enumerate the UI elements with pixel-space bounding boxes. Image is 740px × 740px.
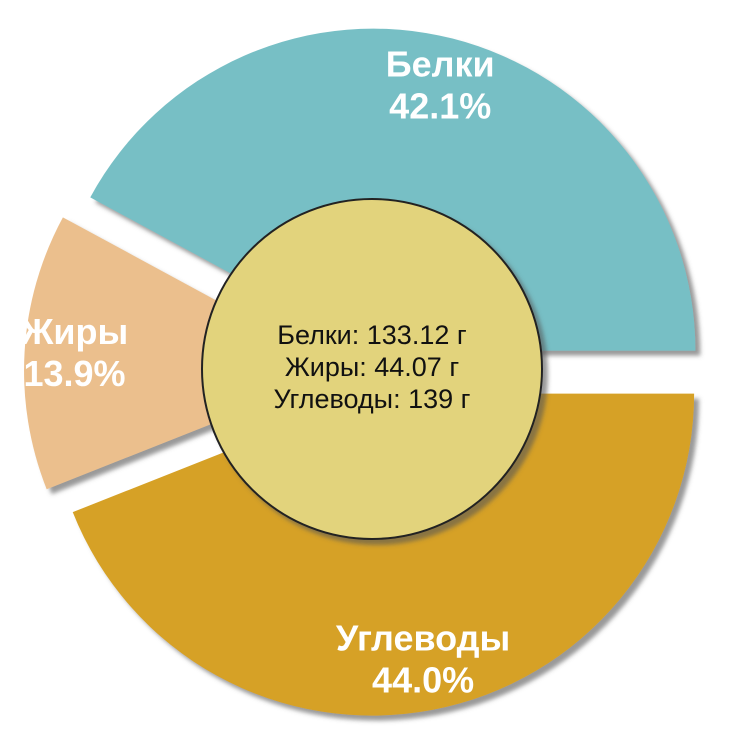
slice-value-label: 13.9% [23, 353, 125, 394]
slice-label: Углеводы [336, 617, 510, 658]
slice-label: Белки [386, 44, 495, 85]
slice-value-label: 42.1% [389, 86, 491, 127]
slice-value-label: 44.0% [372, 659, 474, 700]
center-text: Белки: 133.12 г [277, 320, 467, 350]
center-text: Углеводы: 139 г [274, 384, 471, 414]
center-circle [201, 198, 543, 540]
slice-label: Жиры [20, 311, 128, 352]
center-text: Жиры: 44.07 г [285, 352, 460, 382]
pie-slice [72, 393, 695, 716]
pie-slice [24, 217, 347, 490]
